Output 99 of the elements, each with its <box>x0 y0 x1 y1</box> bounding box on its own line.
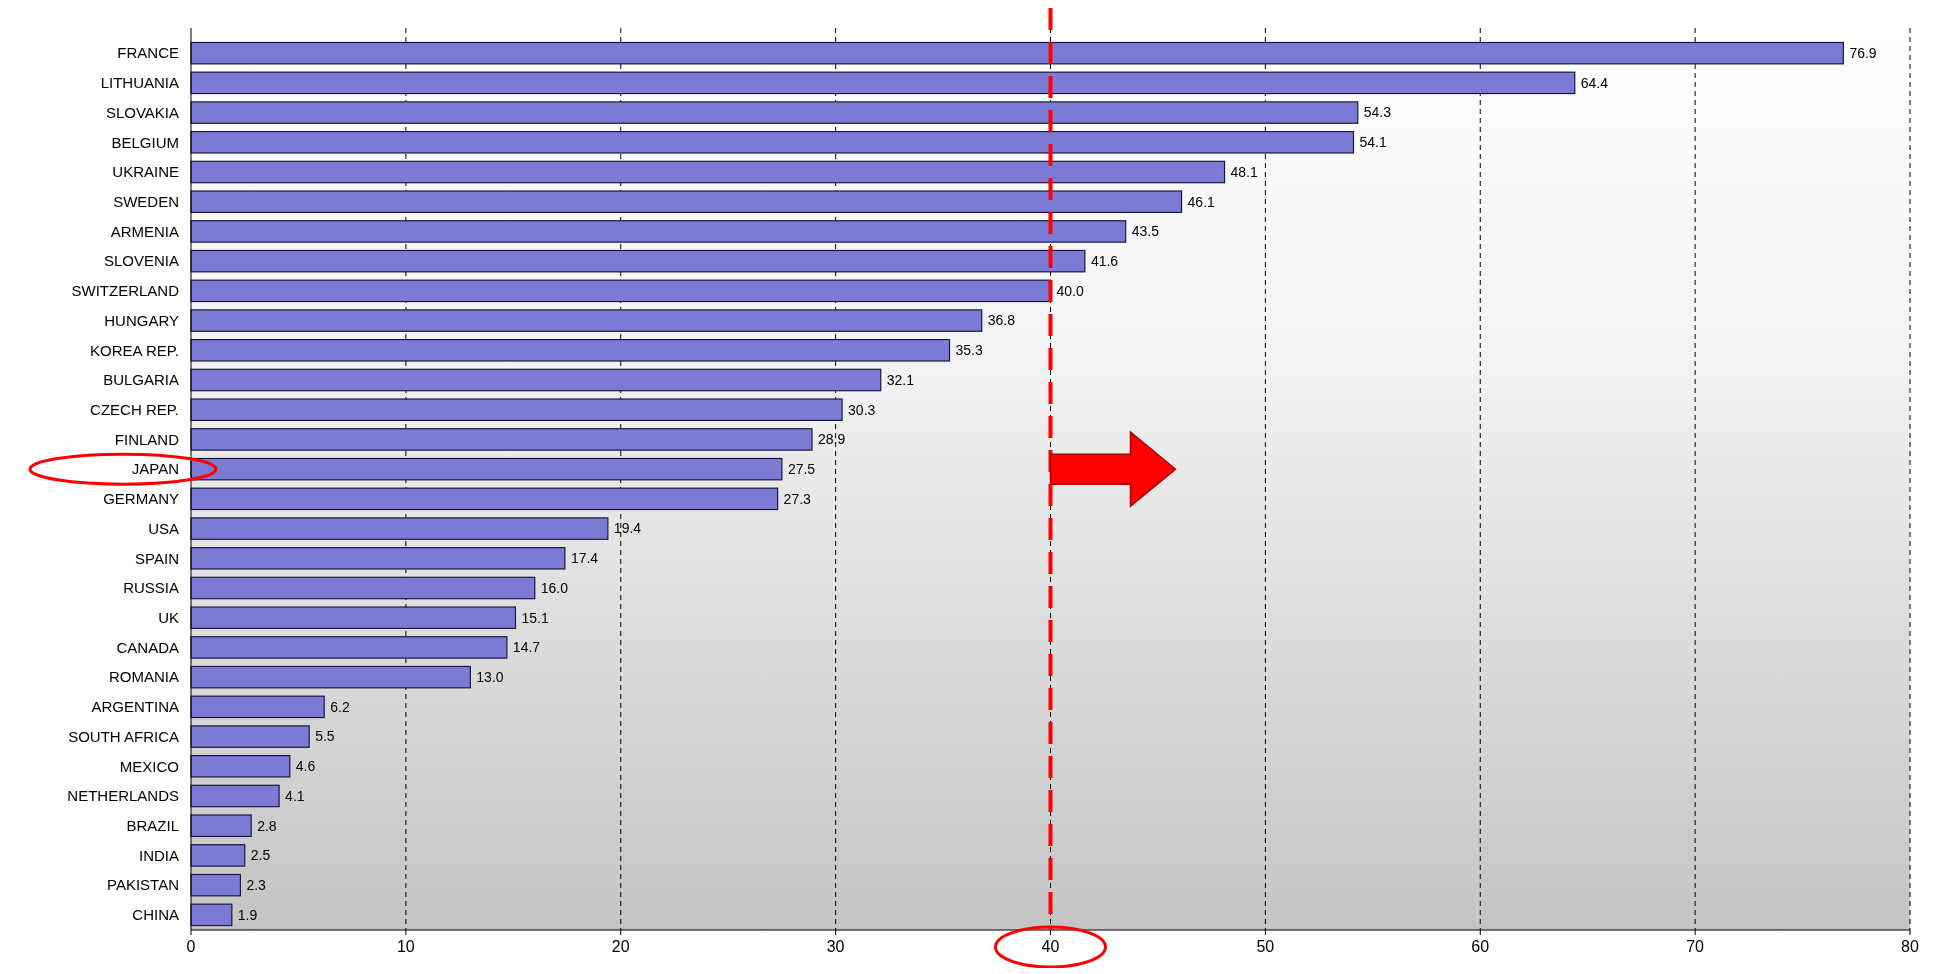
data-label: 64.4 <box>1580 74 1609 91</box>
bar <box>190 725 310 748</box>
y-tick-label: BELGIUM <box>111 133 179 151</box>
y-tick-label: SLOVENIA <box>103 252 179 270</box>
bar <box>190 338 951 362</box>
bar <box>190 160 1226 184</box>
bar <box>190 131 1355 154</box>
data-label: 30.3 <box>848 401 876 418</box>
y-tick-label: LITHUANIA <box>100 74 179 92</box>
data-label: 46.1 <box>1187 193 1216 210</box>
y-tick-label: HUNGARY <box>104 311 179 329</box>
y-tick-label: NETHERLANDS <box>67 787 179 805</box>
data-label: 6.2 <box>330 698 350 715</box>
bar <box>190 636 508 659</box>
bar <box>190 665 471 689</box>
y-tick-label: USA <box>148 519 179 537</box>
data-label: 48.1 <box>1230 163 1259 180</box>
x-tick-label: 20 <box>611 938 630 955</box>
bar <box>190 249 1086 273</box>
bar <box>190 71 1576 95</box>
bar <box>190 368 882 392</box>
data-label: 36.8 <box>987 312 1016 329</box>
y-tick-label: ROMANIA <box>108 668 179 686</box>
data-label: 5.5 <box>315 728 335 745</box>
bar <box>190 873 242 897</box>
bar <box>190 309 983 332</box>
bar <box>190 754 291 778</box>
y-tick-label: SWEDEN <box>113 192 179 210</box>
x-tick-label: 50 <box>1256 938 1275 955</box>
y-tick-label: UK <box>158 608 179 626</box>
x-tick-label: 10 <box>396 938 415 955</box>
data-label: 27.3 <box>783 490 812 507</box>
y-tick-label: SPAIN <box>135 549 179 567</box>
data-label: 15.1 <box>521 609 549 626</box>
y-tick-label: CHINA <box>132 906 179 924</box>
data-label: 54.1 <box>1359 134 1387 151</box>
bar <box>190 814 252 837</box>
bar <box>190 190 1183 214</box>
bar <box>190 576 536 600</box>
y-tick-label: KOREA REP. <box>90 341 179 359</box>
bar <box>190 457 783 481</box>
y-tick-label: FINLAND <box>114 430 180 448</box>
y-tick-label: MEXICO <box>119 757 179 775</box>
data-label: 2.8 <box>257 817 277 834</box>
data-label: 76.9 <box>1849 45 1877 62</box>
y-tick-label: ARGENTINA <box>91 698 179 716</box>
bar <box>190 279 1052 303</box>
bar <box>190 546 566 570</box>
bar <box>190 41 1844 65</box>
y-tick-label: INDIA <box>138 846 179 864</box>
data-label: 41.6 <box>1090 253 1119 270</box>
data-label: 40.0 <box>1056 282 1084 299</box>
bar <box>190 695 325 719</box>
data-label: 19.4 <box>613 520 642 537</box>
x-tick-label: 30 <box>826 938 845 955</box>
data-label: 27.5 <box>787 461 816 478</box>
x-tick-label: 70 <box>1686 938 1705 955</box>
y-tick-label: CANADA <box>116 638 179 656</box>
bar <box>190 428 813 451</box>
data-label: 2.5 <box>250 847 271 864</box>
y-tick-label: GERMANY <box>103 490 179 508</box>
y-tick-label: BULGARIA <box>103 371 179 389</box>
y-tick-label: FRANCE <box>117 44 179 62</box>
data-label: 35.3 <box>955 342 983 359</box>
y-tick-label: SWITZERLAND <box>71 282 180 300</box>
bar <box>190 487 779 511</box>
bar <box>190 220 1127 243</box>
bar <box>190 844 246 867</box>
x-tick-label: 80 <box>1901 938 1919 955</box>
data-label: 32.1 <box>886 371 915 388</box>
y-tick-label: UKRAINE <box>112 163 179 181</box>
y-tick-label: RUSSIA <box>123 579 179 597</box>
x-tick-label: 60 <box>1471 938 1490 955</box>
data-label: 2.3 <box>246 877 267 894</box>
y-tick-label: ARMENIA <box>110 222 179 240</box>
x-tick-label: 40 <box>1041 938 1060 955</box>
bar <box>190 903 233 927</box>
bar <box>190 517 609 540</box>
data-label: 17.4 <box>570 550 599 567</box>
y-tick-label: CZECH REP. <box>90 400 179 418</box>
y-tick-label: SLOVAKIA <box>105 103 179 121</box>
data-label: 43.5 <box>1131 223 1160 240</box>
data-label: 13.0 <box>476 669 504 686</box>
data-label: 16.0 <box>540 579 569 596</box>
bar <box>190 398 843 422</box>
bar <box>190 606 517 630</box>
x-tick-label: 0 <box>186 938 196 955</box>
y-tick-label: PAKISTAN <box>107 876 179 894</box>
bar <box>190 101 1359 124</box>
data-label: 1.9 <box>237 906 258 923</box>
bar <box>190 784 280 808</box>
data-label: 54.3 <box>1363 104 1392 121</box>
data-label: 14.7 <box>512 639 541 656</box>
data-label: 28.9 <box>817 431 846 448</box>
data-label: 4.1 <box>285 787 305 804</box>
y-tick-label: JAPAN <box>131 460 179 478</box>
y-tick-label: SOUTH AFRICA <box>68 727 179 745</box>
data-label: 4.6 <box>295 758 316 775</box>
y-tick-label: BRAZIL <box>126 816 179 834</box>
